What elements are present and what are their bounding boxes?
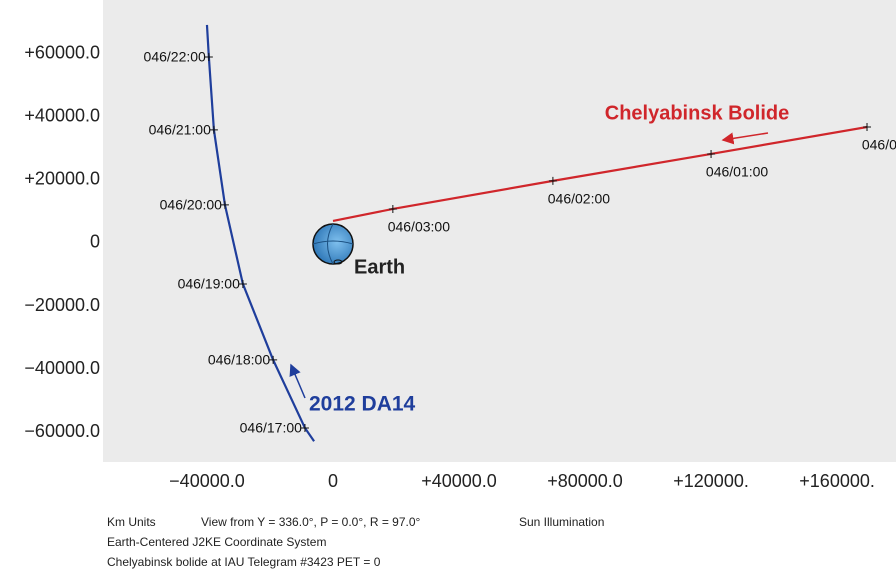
- footer-text: View from Y = 336.0°, P = 0.0°, R = 97.0…: [201, 515, 421, 529]
- y-tick-label: +40000.0: [24, 106, 100, 126]
- y-tick-label: +20000.0: [24, 169, 100, 189]
- x-tick-label: −40000.0: [169, 471, 245, 491]
- arrow: [721, 132, 769, 145]
- x-tick-label: +40000.0: [421, 471, 497, 491]
- y-tick-label: −20000.0: [24, 295, 100, 315]
- x-tick-label: 0: [328, 471, 338, 491]
- series-label: 2012 DA14: [309, 393, 416, 416]
- point-marker: [863, 123, 872, 132]
- plot-area: [103, 0, 896, 462]
- y-tick-label: +60000.0: [24, 43, 100, 63]
- point-label: 046/20:00: [160, 197, 222, 213]
- point-label: 046/17:00: [240, 420, 302, 436]
- point-marker: [220, 200, 229, 209]
- footer-text: Chelyabinsk bolide at IAU Telegram #3423…: [107, 555, 381, 569]
- point-marker: [204, 53, 213, 62]
- point-marker: [707, 149, 716, 158]
- footer-text: Km Units: [107, 515, 156, 529]
- arrow: [289, 363, 306, 399]
- point-label: 046/21:00: [149, 122, 211, 138]
- x-tick-label: +80000.0: [547, 471, 623, 491]
- point-label: 046/00:00: [862, 137, 896, 153]
- point-marker: [548, 176, 557, 185]
- point-marker: [388, 204, 397, 213]
- point-label: 046/01:00: [706, 164, 768, 180]
- x-tick-label: +160000.: [799, 471, 875, 491]
- x-tick-label: +120000.: [673, 471, 749, 491]
- y-tick-label: −60000.0: [24, 421, 100, 441]
- point-marker: [238, 279, 247, 288]
- point-marker: [269, 355, 278, 364]
- point-label: 046/03:00: [388, 219, 450, 235]
- y-tick-label: −40000.0: [24, 358, 100, 378]
- point-marker: [209, 125, 218, 134]
- footer-text: Earth-Centered J2KE Coordinate System: [107, 535, 326, 549]
- point-label: 046/18:00: [208, 352, 270, 368]
- point-label: 046/19:00: [178, 276, 240, 292]
- trajectory: [205, 24, 315, 442]
- series-label: Chelyabinsk Bolide: [605, 102, 790, 124]
- point-label: 046/02:00: [548, 191, 610, 207]
- footer-text: Sun Illumination: [519, 515, 604, 529]
- earth: [312, 223, 354, 265]
- point-label: 046/22:00: [144, 49, 206, 65]
- y-tick-label: 0: [90, 232, 100, 252]
- earth-label: Earth: [354, 256, 405, 278]
- point-marker: [300, 423, 309, 432]
